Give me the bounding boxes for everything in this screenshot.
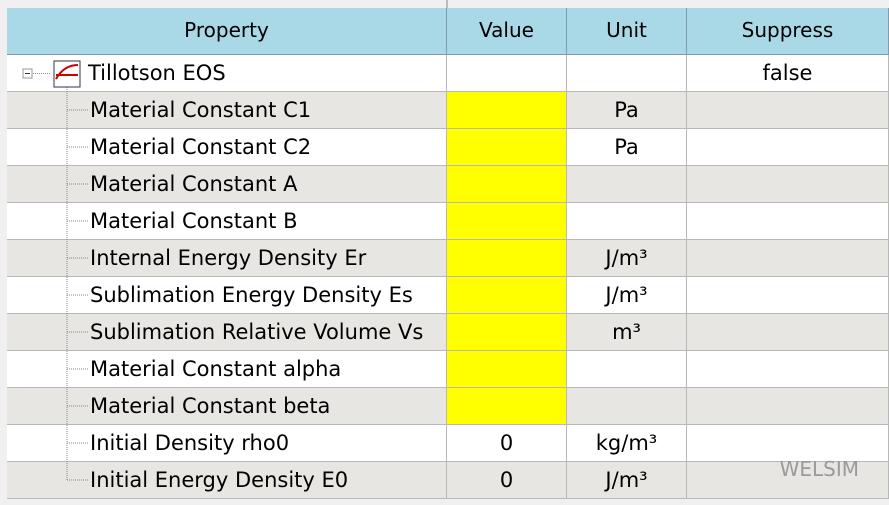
suppress-cell	[687, 129, 889, 166]
suppress-cell	[687, 240, 889, 277]
unit-cell	[567, 55, 687, 92]
value-cell	[447, 277, 567, 314]
suppress-cell	[687, 277, 889, 314]
watermark: WELSIM	[779, 457, 859, 481]
property-cell: Material Constant alpha	[7, 351, 447, 388]
value-cell: 0	[447, 462, 567, 499]
property-cell: Initial Density rho0	[7, 425, 447, 462]
value-cell	[447, 388, 567, 425]
property-cell: Material Constant beta	[7, 388, 447, 425]
unit-cell: Pa	[567, 92, 687, 129]
suppress-cell	[687, 203, 889, 240]
unit-cell: m³	[567, 314, 687, 351]
property-cell: Material Constant C2	[7, 129, 447, 166]
property-cell: Internal Energy Density Er	[7, 240, 447, 277]
suppress-cell	[687, 425, 889, 462]
unit-cell: J/m³	[567, 462, 687, 499]
value-cell	[447, 314, 567, 351]
value-cell	[447, 55, 567, 92]
property-cell: Sublimation Relative Volume Vs	[7, 314, 447, 351]
unit-cell	[567, 203, 687, 240]
property-cell: Material Constant A	[7, 166, 447, 203]
property-cell: Material Constant B	[7, 203, 447, 240]
unit-cell: J/m³	[567, 277, 687, 314]
column-header: Suppress	[687, 8, 889, 55]
unit-cell: J/m³	[567, 240, 687, 277]
unit-cell: Pa	[567, 129, 687, 166]
unit-cell	[567, 388, 687, 425]
value-cell	[447, 351, 567, 388]
value-cell	[447, 203, 567, 240]
value-cell	[447, 240, 567, 277]
suppress-cell	[687, 351, 889, 388]
suppress-cell	[687, 388, 889, 425]
suppress-cell: false	[687, 55, 889, 92]
tree-line	[55, 64, 79, 80]
value-cell	[447, 166, 567, 203]
suppress-cell	[687, 462, 889, 499]
property-cell: Material Constant C1	[7, 92, 447, 129]
property-cell: Sublimation Energy Density Es	[7, 277, 447, 314]
unit-cell	[567, 166, 687, 203]
value-cell	[447, 92, 567, 129]
suppress-cell	[687, 92, 889, 129]
value-cell: 0	[447, 425, 567, 462]
suppress-cell	[687, 314, 889, 351]
property-cell: Initial Energy Density E0	[7, 462, 447, 499]
column-header: Property	[7, 8, 447, 55]
unit-cell	[567, 351, 687, 388]
column-header: Value	[447, 8, 567, 55]
column-header: Unit	[567, 8, 687, 55]
unit-cell: kg/m³	[567, 425, 687, 462]
value-cell	[447, 129, 567, 166]
suppress-cell	[687, 166, 889, 203]
